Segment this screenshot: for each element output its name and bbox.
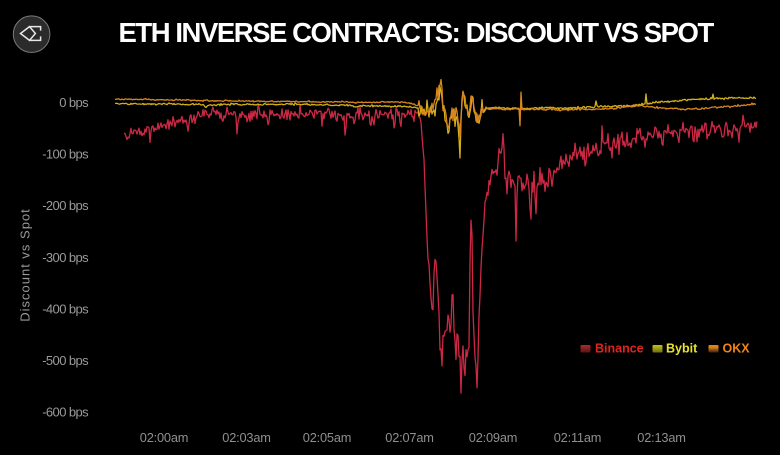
svg-text:02:09am: 02:09am xyxy=(469,430,517,445)
svg-text:02:11am: 02:11am xyxy=(554,430,601,445)
svg-text:-300 bps: -300 bps xyxy=(42,250,89,265)
svg-text:Bybit: Bybit xyxy=(666,342,698,356)
svg-text:Discount vs Spot: Discount vs Spot xyxy=(18,208,33,322)
svg-text:02:05am: 02:05am xyxy=(303,430,351,445)
svg-text:0 bps: 0 bps xyxy=(59,95,89,110)
svg-text:-100 bps: -100 bps xyxy=(42,147,89,162)
svg-text:02:07am: 02:07am xyxy=(385,430,433,445)
svg-text:ETH INVERSE CONTRACTS: DISCOUN: ETH INVERSE CONTRACTS: DISCOUNT VS SPOT xyxy=(119,17,715,48)
svg-text:-200 bps: -200 bps xyxy=(42,198,89,213)
svg-text:-600 bps: -600 bps xyxy=(42,404,89,419)
svg-text:-400 bps: -400 bps xyxy=(42,301,89,316)
svg-text:02:13am: 02:13am xyxy=(637,430,685,445)
svg-text:OKX: OKX xyxy=(723,342,751,356)
svg-text:-500 bps: -500 bps xyxy=(42,353,89,368)
svg-text:02:00am: 02:00am xyxy=(140,430,188,445)
svg-text:Binance: Binance xyxy=(595,342,644,356)
svg-text:02:03am: 02:03am xyxy=(222,430,270,445)
